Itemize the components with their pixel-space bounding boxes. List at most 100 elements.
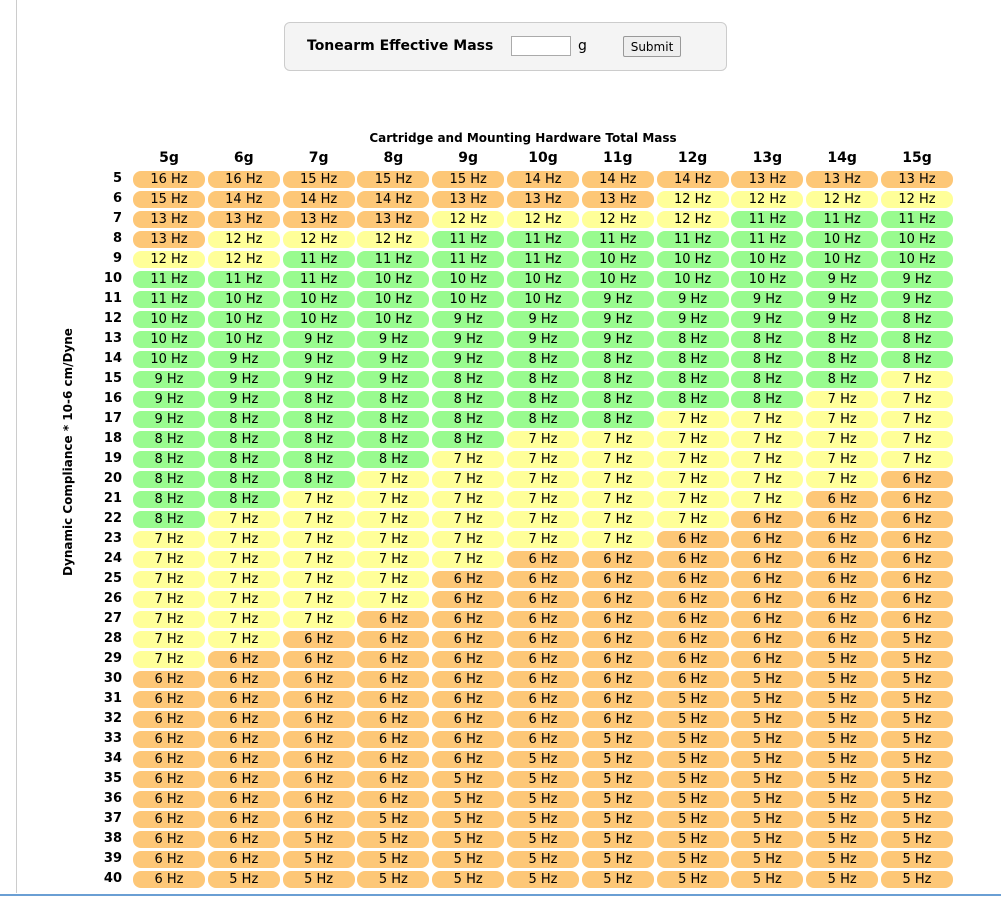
frequency-cell: 6 Hz xyxy=(133,831,205,848)
frequency-cell: 5 Hz xyxy=(357,831,430,848)
frequency-cell: 5 Hz xyxy=(357,851,430,868)
frequency-cell: 6 Hz xyxy=(731,631,804,648)
frequency-cell: 6 Hz xyxy=(357,691,430,708)
mass-input[interactable] xyxy=(511,36,571,56)
frequency-cell: 12 Hz xyxy=(881,191,953,208)
frequency-cell: 8 Hz xyxy=(731,351,804,368)
row-label: 40 xyxy=(103,871,122,886)
row-label: 36 xyxy=(103,791,122,806)
frequency-cell: 7 Hz xyxy=(133,551,205,568)
frequency-cell: 9 Hz xyxy=(581,311,654,328)
frequency-cell: 7 Hz xyxy=(656,491,729,508)
frequency-cell: 10 Hz xyxy=(432,291,505,308)
frequency-cell: 6 Hz xyxy=(581,691,654,708)
frequency-cell: 6 Hz xyxy=(507,591,579,608)
frequency-cell: 6 Hz xyxy=(656,671,729,688)
form-label: Tonearm Effective Mass xyxy=(307,38,494,54)
frequency-cell: 6 Hz xyxy=(432,591,505,608)
frequency-cell: 13 Hz xyxy=(432,191,505,208)
frequency-cell: 6 Hz xyxy=(806,531,879,548)
frequency-cell: 5 Hz xyxy=(731,791,804,808)
frequency-cell: 7 Hz xyxy=(282,571,355,588)
submit-button[interactable]: Submit xyxy=(623,36,681,57)
frequency-cell: 9 Hz xyxy=(357,371,430,388)
row-label: 34 xyxy=(103,751,122,766)
frequency-cell: 9 Hz xyxy=(207,371,280,388)
frequency-cell: 5 Hz xyxy=(507,871,579,888)
row-label: 12 xyxy=(103,311,122,326)
frequency-cell: 11 Hz xyxy=(731,231,804,248)
frequency-cell: 7 Hz xyxy=(507,451,579,468)
frequency-cell: 7 Hz xyxy=(357,591,430,608)
column-header: 5g xyxy=(159,150,179,166)
frequency-cell: 8 Hz xyxy=(656,391,729,408)
frequency-cell: 6 Hz xyxy=(133,851,205,868)
frequency-cell: 8 Hz xyxy=(207,471,280,488)
frequency-cell: 15 Hz xyxy=(133,191,205,208)
frequency-cell: 10 Hz xyxy=(581,251,654,268)
frequency-cell: 9 Hz xyxy=(133,391,205,408)
frequency-cell: 6 Hz xyxy=(507,711,579,728)
frequency-cell: 13 Hz xyxy=(731,171,804,188)
frequency-cell: 6 Hz xyxy=(282,691,355,708)
frequency-cell: 5 Hz xyxy=(507,851,579,868)
frequency-cell: 6 Hz xyxy=(282,671,355,688)
frequency-cell: 5 Hz xyxy=(656,711,729,728)
frequency-cell: 14 Hz xyxy=(207,191,280,208)
frequency-cell: 5 Hz xyxy=(731,851,804,868)
frequency-cell: 11 Hz xyxy=(133,271,205,288)
frequency-cell: 8 Hz xyxy=(881,331,953,348)
frequency-cell: 15 Hz xyxy=(432,171,505,188)
frequency-cell: 6 Hz xyxy=(507,671,579,688)
frequency-cell: 8 Hz xyxy=(507,411,579,428)
frequency-cell: 5 Hz xyxy=(432,791,505,808)
frequency-cell: 13 Hz xyxy=(881,171,953,188)
column-header: 6g xyxy=(233,150,254,166)
frequency-cell: 6 Hz xyxy=(731,591,804,608)
row-label: 29 xyxy=(103,651,122,666)
frequency-cell: 12 Hz xyxy=(806,191,879,208)
frequency-cell: 8 Hz xyxy=(133,511,205,528)
frequency-cell: 8 Hz xyxy=(581,351,654,368)
frequency-cell: 7 Hz xyxy=(507,471,579,488)
frequency-cell: 5 Hz xyxy=(432,851,505,868)
row-label: 15 xyxy=(103,371,122,386)
frequency-cell: 13 Hz xyxy=(806,171,879,188)
frequency-cell: 6 Hz xyxy=(581,551,654,568)
frequency-cell: 14 Hz xyxy=(282,191,355,208)
frequency-cell: 6 Hz xyxy=(881,571,953,588)
frequency-cell: 7 Hz xyxy=(731,451,804,468)
frequency-cell: 5 Hz xyxy=(731,751,804,768)
frequency-cell: 7 Hz xyxy=(656,511,729,528)
frequency-cell: 10 Hz xyxy=(731,251,804,268)
frequency-cell: 6 Hz xyxy=(207,711,280,728)
frequency-cell: 7 Hz xyxy=(581,431,654,448)
frequency-cell: 7 Hz xyxy=(731,431,804,448)
frequency-cell: 7 Hz xyxy=(357,571,430,588)
frequency-cell: 7 Hz xyxy=(806,391,879,408)
frequency-cell: 8 Hz xyxy=(282,411,355,428)
frequency-cell: 6 Hz xyxy=(881,591,953,608)
frequency-cell: 5 Hz xyxy=(881,631,953,648)
frequency-cell: 5 Hz xyxy=(656,771,729,788)
frequency-cell: 6 Hz xyxy=(282,631,355,648)
frequency-cell: 5 Hz xyxy=(881,851,953,868)
frequency-cell: 6 Hz xyxy=(432,571,505,588)
frequency-cell: 5 Hz xyxy=(731,811,804,828)
frequency-cell: 6 Hz xyxy=(133,791,205,808)
frequency-cell: 6 Hz xyxy=(806,611,879,628)
frequency-cell: 16 Hz xyxy=(133,171,205,188)
frequency-cell: 5 Hz xyxy=(282,851,355,868)
frequency-cell: 6 Hz xyxy=(507,551,579,568)
frequency-cell: 6 Hz xyxy=(656,611,729,628)
frequency-cell: 6 Hz xyxy=(581,671,654,688)
row-label: 38 xyxy=(103,831,122,846)
row-label: 24 xyxy=(103,551,122,566)
frequency-cell: 5 Hz xyxy=(731,671,804,688)
frequency-cell: 10 Hz xyxy=(207,311,280,328)
frequency-cell: 8 Hz xyxy=(581,371,654,388)
frequency-cell: 11 Hz xyxy=(656,231,729,248)
row-label: 28 xyxy=(103,631,122,646)
row-label: 9 xyxy=(112,251,122,266)
frequency-cell: 5 Hz xyxy=(357,871,430,888)
